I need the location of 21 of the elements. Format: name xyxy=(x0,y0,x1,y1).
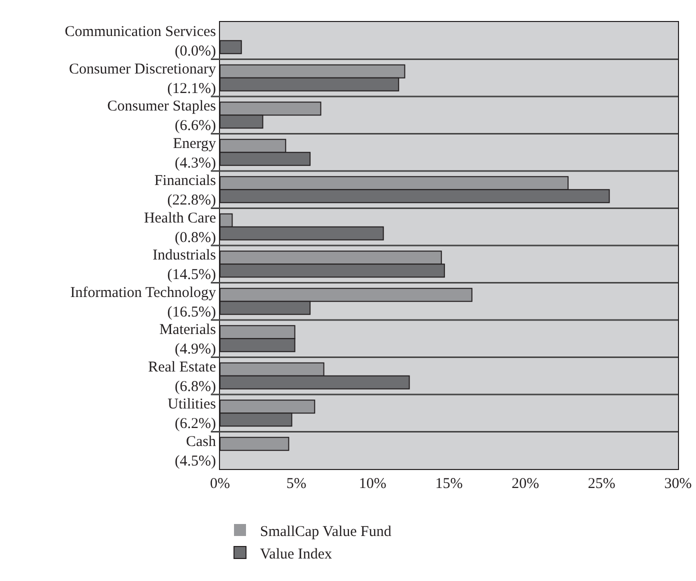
y-tick-label: Cash (4.5%) xyxy=(174,434,216,470)
y-tick-label: Energy (4.3%) xyxy=(172,136,216,172)
x-tick-label: 25% xyxy=(588,476,616,492)
x-tick-label: 0% xyxy=(210,476,230,492)
y-tick-label: Health Care (0.8%) xyxy=(144,210,216,246)
y-tick-label: Real Estate (6.8%) xyxy=(148,359,216,395)
y-tick-label: Industrials (14.5%) xyxy=(152,248,216,284)
legend-label: Value Index xyxy=(260,546,333,562)
x-tick-label: 20% xyxy=(512,476,540,492)
legend-label: SmallCap Value Fund xyxy=(260,524,392,540)
y-tick-label: Consumer Staples (6.6%) xyxy=(107,98,216,134)
x-tick-label: 15% xyxy=(435,476,463,492)
x-tick-label: 10% xyxy=(358,476,386,492)
y-tick-label: Consumer Discretionary (12.1%) xyxy=(68,61,216,97)
y-tick-label: Information Technology (16.5%) xyxy=(70,284,216,320)
y-tick-label: Utilities (6.2%) xyxy=(168,396,216,432)
y-tick-label: Financials (22.8%) xyxy=(154,173,216,209)
x-tick-label: 5% xyxy=(286,476,306,492)
y-tick-label: Materials (4.9%) xyxy=(159,322,216,358)
y-tick-label: Communication Services (0.0%) xyxy=(64,24,216,60)
x-tick-label: 30% xyxy=(664,476,692,492)
